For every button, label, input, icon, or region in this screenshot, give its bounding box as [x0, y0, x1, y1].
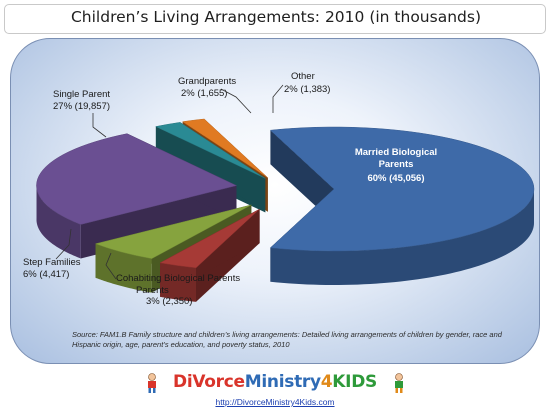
label-married-name-2: Parents	[379, 159, 414, 170]
slice-married-biological-parents	[269, 126, 535, 285]
label-cohab-name: Cohabiting Biological Parents	[116, 273, 240, 284]
logo-part-3: 4	[320, 372, 333, 392]
logo-part-2: Ministry	[244, 372, 321, 392]
leader-grand	[220, 88, 252, 114]
pie-chart: Married Biological Parents 60% (45,056) …	[23, 71, 535, 307]
leader-single	[92, 113, 107, 138]
logo: DiVorceMinistry4KIDS	[130, 372, 420, 396]
logo-kid-left-icon	[148, 373, 156, 393]
label-single-value: 27% (19,857)	[53, 101, 110, 112]
label-cohab-value: 3% (2,350)	[146, 296, 192, 307]
leader-other	[272, 84, 284, 113]
label-other-name: Other	[291, 71, 315, 82]
website-link[interactable]: http://DivorceMinistry4Kids.com	[215, 397, 335, 407]
logo-kid-right-icon	[395, 373, 403, 393]
label-married-value: 60% (45,056)	[367, 173, 424, 184]
label-step-value: 6% (4,417)	[23, 269, 69, 280]
source-note: Source: FAM1.B Family structure and chil…	[72, 330, 502, 349]
leader-step	[55, 228, 72, 260]
label-cohab-name-2: Parents	[136, 285, 169, 296]
chart-panel: Married Biological Parents 60% (45,056) …	[10, 38, 540, 364]
slice-cohabiting-biological-parents	[159, 208, 260, 302]
label-grand-name: Grandparents	[178, 76, 236, 87]
slice-grandparents	[155, 122, 266, 213]
label-grand-value: 2% (1,655)	[181, 88, 227, 99]
logo-part-4: KIDS	[332, 372, 377, 392]
label-single-name: Single Parent	[53, 89, 110, 100]
label-married-name-1: Married Biological	[355, 147, 437, 158]
logo-part-1: DiVorce	[173, 372, 245, 392]
title-box: Children’s Living Arrangements: 2010 (in…	[4, 4, 546, 34]
leader-cohab	[105, 252, 117, 280]
chart-title: Children’s Living Arrangements: 2010 (in…	[70, 8, 481, 26]
label-step-name: Step Families	[23, 257, 81, 268]
label-other-value: 2% (1,383)	[284, 84, 330, 95]
